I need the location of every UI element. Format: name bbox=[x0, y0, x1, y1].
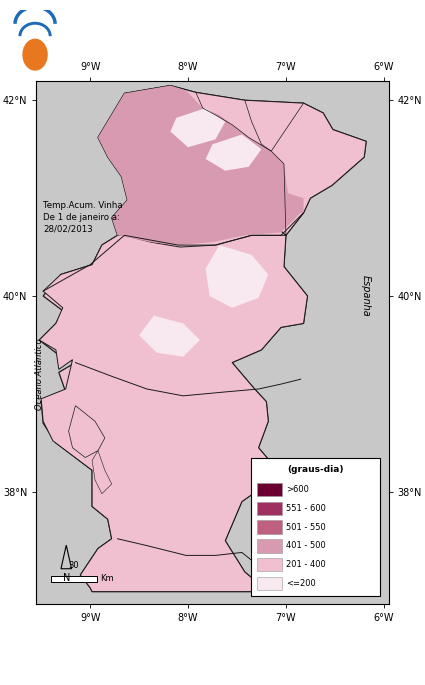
Text: Km: Km bbox=[100, 574, 113, 583]
Bar bbox=[51, 575, 97, 582]
Text: >600: >600 bbox=[286, 485, 309, 494]
Text: Temp.Acum. Vinha
De 1 de janeiro a:
28/02/2013: Temp.Acum. Vinha De 1 de janeiro a: 28/0… bbox=[43, 201, 123, 234]
Text: Espanha: Espanha bbox=[361, 275, 371, 317]
Bar bbox=[257, 483, 282, 497]
Polygon shape bbox=[92, 451, 112, 494]
Text: N: N bbox=[62, 573, 70, 583]
Polygon shape bbox=[39, 86, 366, 592]
Wedge shape bbox=[23, 38, 48, 71]
Text: 551 - 600: 551 - 600 bbox=[286, 504, 326, 513]
Text: 30: 30 bbox=[69, 561, 79, 570]
Polygon shape bbox=[68, 406, 105, 458]
Bar bbox=[257, 577, 282, 590]
Polygon shape bbox=[39, 86, 366, 592]
Polygon shape bbox=[98, 86, 303, 245]
Bar bbox=[257, 539, 282, 553]
Polygon shape bbox=[206, 245, 268, 308]
Polygon shape bbox=[31, 71, 36, 609]
Bar bbox=[257, 558, 282, 571]
FancyBboxPatch shape bbox=[251, 458, 380, 597]
Text: <=200: <=200 bbox=[286, 579, 316, 588]
Polygon shape bbox=[170, 108, 225, 147]
Polygon shape bbox=[139, 316, 200, 357]
Bar bbox=[257, 521, 282, 534]
Text: 201 - 400: 201 - 400 bbox=[286, 560, 326, 569]
Text: Oceano Atlântico: Oceano Atlântico bbox=[35, 338, 44, 410]
Text: 501 - 550: 501 - 550 bbox=[286, 523, 326, 532]
Bar bbox=[257, 501, 282, 515]
Polygon shape bbox=[206, 134, 261, 171]
Text: (graus-dia): (graus-dia) bbox=[287, 464, 344, 473]
Text: 401 - 500: 401 - 500 bbox=[286, 541, 326, 551]
